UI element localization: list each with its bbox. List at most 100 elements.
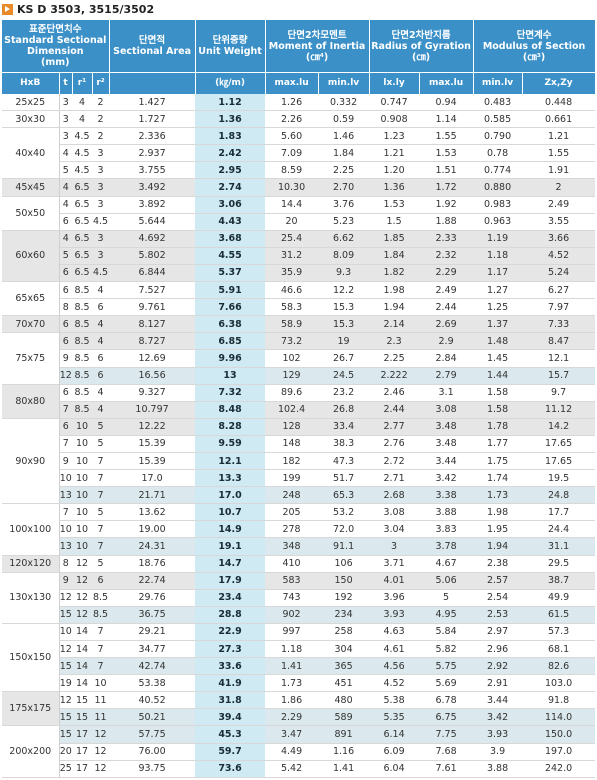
table-cell: 5.82: [419, 640, 474, 659]
table-cell: 182: [265, 452, 319, 471]
table-cell: 6.5: [72, 196, 92, 214]
table-cell: 12: [92, 743, 110, 761]
table-row: 12 14 7 34.77 27.3 1.18 304 4.61 5.82 2.96 68.1: [2, 640, 596, 659]
table-cell: 31.2: [265, 247, 319, 265]
table-cell: 6.5: [72, 264, 92, 283]
unit-weight-cell: 12.1: [195, 452, 266, 471]
table-cell: 3: [92, 230, 110, 248]
table-cell: 7: [59, 503, 72, 522]
table-cell: 0.747: [369, 94, 420, 112]
table-cell: 3.93: [473, 725, 523, 744]
unit-weight-cell: 23.4: [195, 589, 266, 607]
table-cell: 1.17: [473, 264, 523, 283]
table-cell: 12.1: [522, 349, 596, 368]
table-cell: 7: [59, 435, 72, 453]
table-cell: 2.53: [473, 606, 523, 624]
table-row: 7 8.5 4 10.797 8.48 102.4 26.8 2.44 3.08 1.58 11.1…: [2, 401, 596, 419]
table-cell: 1.53: [369, 196, 420, 214]
table-cell: 5.06: [419, 572, 474, 590]
subheader-zxzy: Zx,Zy: [522, 72, 596, 94]
table-cell: 2.97: [473, 623, 523, 642]
table-cell: 10.797: [109, 401, 196, 419]
table-cell: 0.448: [522, 94, 596, 112]
subheader-area-blank: [109, 72, 196, 94]
subheader-minlv: min.lv: [318, 72, 370, 94]
table-cell: 10: [59, 623, 72, 642]
table-cell: 1.84: [369, 247, 420, 265]
table-cell: 24.5: [318, 367, 370, 385]
table-row: 60x60 4 6.5 3 4.692 3.68 25.4 6.62 1.85 2.33 1.19 3…: [2, 230, 596, 283]
table-cell: 4: [92, 315, 110, 334]
table-cell: 3.83: [419, 520, 474, 539]
table-cell: 199: [265, 469, 319, 488]
table-cell: 2.25: [369, 349, 420, 368]
table-cell: 0.332: [318, 94, 370, 112]
size-cell: 80x80: [2, 384, 60, 419]
table-cell: 304: [318, 640, 370, 659]
table-cell: 1.55: [522, 144, 596, 163]
table-cell: 4: [92, 401, 110, 419]
table-cell: 5.75: [419, 657, 474, 676]
table-cell: 8.59: [265, 161, 319, 180]
table-cell: 12: [72, 606, 92, 624]
table-cell: 4: [59, 230, 72, 248]
table-cell: 1.51: [419, 161, 474, 180]
table-cell: 91.1: [318, 537, 370, 556]
table-cell: 24.8: [522, 486, 596, 505]
subheader-r2: r²: [92, 72, 110, 94]
table-cell: 7: [92, 520, 110, 539]
table-cell: 3.42: [419, 469, 474, 488]
table-cell: 3: [59, 94, 72, 112]
table-cell: 6.78: [419, 691, 474, 710]
size-cell: 70x70: [2, 315, 60, 334]
table-cell: 17: [72, 743, 92, 761]
table-cell: 4.5: [72, 127, 92, 146]
table-cell: 53.38: [109, 674, 196, 693]
table-row: 5 6.5 3 5.802 4.55 31.2 8.09 1.84 2.32 1.18 4.52: [2, 247, 596, 265]
subheader-maxlu: max.lu: [265, 72, 319, 94]
table-cell: 6: [59, 213, 72, 231]
table-cell: 42.74: [109, 657, 196, 676]
table-cell: 5.24: [522, 264, 596, 283]
table-cell: 0.983: [473, 196, 523, 214]
table-cell: 9: [59, 452, 72, 471]
angle-spec-table: 표준단면치수 Standard Sectional Dimension (mm)…: [2, 20, 596, 778]
table-cell: 17.7: [522, 503, 596, 522]
table-cell: 0.78: [473, 144, 523, 163]
table-cell: 4: [72, 94, 92, 112]
table-cell: 6.844: [109, 264, 196, 283]
table-cell: 3.48: [419, 418, 474, 436]
table-cell: 2.79: [419, 367, 474, 385]
table-row: 45x45 4 6.5 3 3.492 2.74 10.30 2.70 1.36 1.72 0.88…: [2, 178, 596, 197]
table-cell: 35.9: [265, 264, 319, 283]
table-cell: 12: [92, 760, 110, 778]
unit-weight-cell: 17.9: [195, 572, 266, 590]
table-row: 130x130 9 12 6 22.74 17.9 583 150 4.01 5.06 2.57 38…: [2, 572, 596, 624]
table-cell: 8: [59, 555, 72, 573]
table-cell: 13.62: [109, 503, 196, 522]
table-cell: 25.4: [265, 230, 319, 248]
table-cell: 51.7: [318, 469, 370, 488]
table-cell: 13: [59, 537, 72, 556]
table-cell: 4: [59, 178, 72, 197]
unit-weight-cell: 8.28: [195, 418, 266, 436]
table-cell: 205: [265, 503, 319, 522]
table-cell: 1.20: [369, 161, 420, 180]
table-row: 8 8.5 6 9.761 7.66 58.3 15.3 1.94 2.44 1.25 7.97: [2, 298, 596, 317]
table-cell: 15.39: [109, 452, 196, 471]
table-cell: 6.27: [522, 281, 596, 300]
table-cell: 2.92: [473, 657, 523, 676]
table-cell: 0.790: [473, 127, 523, 146]
table-cell: 10: [72, 520, 92, 539]
table-cell: 4.692: [109, 230, 196, 248]
table-cell: 7: [92, 657, 110, 676]
table-cell: 13: [59, 486, 72, 505]
table-cell: 1.55: [419, 127, 474, 146]
table-cell: 5.38: [369, 691, 420, 710]
table-cell: 36.75: [109, 606, 196, 624]
table-cell: 3.66: [522, 230, 596, 248]
table-cell: 4.52: [522, 247, 596, 265]
table-cell: 29.5: [522, 555, 596, 573]
table-cell: 1.21: [522, 127, 596, 146]
